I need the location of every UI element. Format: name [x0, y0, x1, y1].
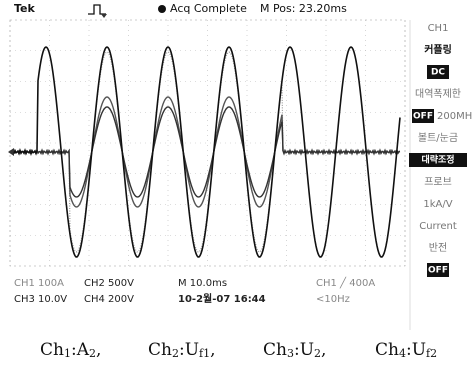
menu-item: 대략조정 — [421, 154, 454, 166]
caption-subscript: 2 — [89, 347, 96, 360]
trigger-setting: CH1 ╱ 400A — [316, 276, 375, 289]
menu-item: 프로브 — [424, 176, 452, 188]
menu-item: 반전 — [429, 242, 447, 254]
position: M Pos: 23.20ms — [260, 2, 347, 15]
ch2-scale: CH2 500V — [84, 278, 134, 289]
caption-item: Ch1:A2, — [40, 340, 101, 361]
caption-text: , — [96, 340, 101, 360]
caption: Ch1:A2, Ch2:Uf1, Ch3:U2, Ch4:Uf2 — [40, 340, 437, 361]
menu-item: 볼트/눈금 — [418, 132, 458, 144]
menu-item: OFF — [428, 266, 448, 276]
menu-item: CH1 — [428, 23, 449, 34]
caption-text: , — [210, 340, 215, 360]
waveform — [14, 107, 400, 197]
menu-item: 1kA/V — [423, 199, 452, 210]
caption-subscript: f2 — [426, 347, 437, 360]
menu-item: 커플링 — [424, 43, 452, 56]
caption-text: A — [76, 340, 90, 360]
caption-text: , — [321, 340, 326, 360]
menu-item: OFF — [413, 112, 433, 122]
caption-subscript: 2 — [172, 347, 179, 360]
caption-subscript: 2 — [314, 347, 321, 360]
caption-item: Ch3:U2, — [263, 340, 326, 361]
ch1-scale: CH1 100A — [14, 278, 64, 289]
scope-screenshot: Tek Acq Complete M Pos: 23.20ms CH1 커플링 DC… — [0, 0, 472, 372]
caption-text: U — [412, 340, 426, 360]
caption-text: Ch — [148, 340, 172, 360]
ch3-scale: CH3 10.0V — [14, 294, 67, 305]
datetime: 10-2월-07 16:44 — [178, 293, 266, 305]
menu-item: 대역폭제한 — [415, 88, 461, 100]
page: Tek Acq Complete M Pos: 23.20ms CH1 커플링 DC… — [0, 0, 472, 372]
caption-subscript: 1 — [64, 347, 71, 360]
trigger-icon — [88, 5, 106, 14]
caption-text: Ch — [375, 340, 399, 360]
ch4-scale: CH4 200V — [84, 294, 134, 305]
caption-text: U — [185, 340, 199, 360]
caption-subscript: f1 — [199, 347, 210, 360]
caption-text: Ch — [40, 340, 64, 360]
status-dot — [158, 5, 166, 13]
caption-text: U — [300, 340, 314, 360]
timebase: M 10.0ms — [178, 278, 227, 289]
caption-subscript: 3 — [287, 347, 294, 360]
ground-marker — [8, 148, 14, 156]
menu-item: Current — [419, 221, 457, 232]
frequency: <10Hz — [316, 294, 350, 305]
menu-item-extra: 200MHz — [437, 111, 472, 122]
acq-status: Acq Complete — [170, 2, 247, 15]
caption-text: Ch — [263, 340, 287, 360]
caption-item: Ch4:Uf2 — [375, 340, 437, 361]
trigger-marker — [101, 14, 107, 18]
caption-item: Ch2:Uf1, — [148, 340, 216, 361]
waveforms — [14, 47, 400, 257]
brand: Tek — [14, 2, 36, 15]
menu-item: DC — [431, 68, 445, 78]
caption-subscript: 4 — [399, 347, 406, 360]
